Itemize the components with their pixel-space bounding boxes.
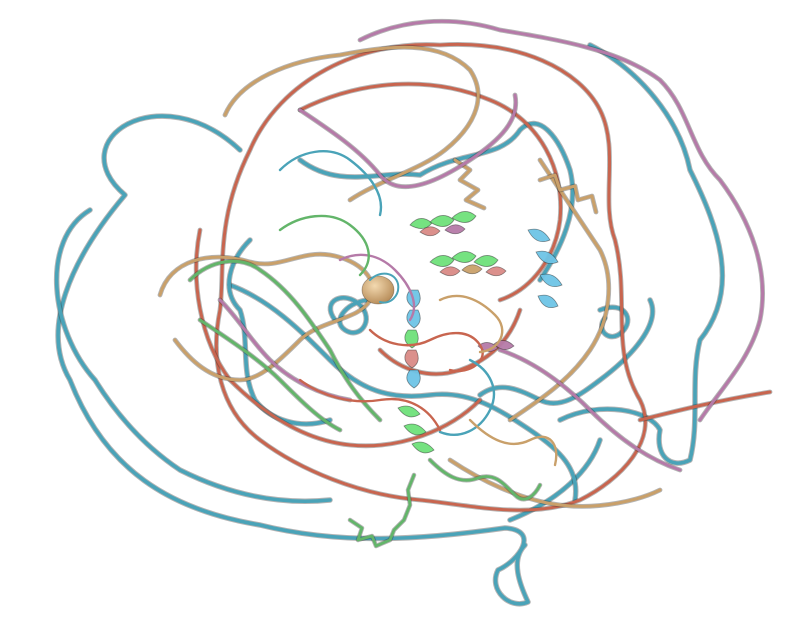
green-helix-2	[429, 251, 507, 277]
light-blue-helix-right	[527, 228, 563, 309]
green-helix-lower	[397, 405, 435, 454]
green-chain-backbone	[187, 258, 543, 549]
core-loop-tangle	[278, 150, 558, 467]
central-helix-bundle	[397, 211, 563, 454]
light-blue-helix-vertical	[404, 289, 421, 389]
tan-sphere-cluster	[361, 272, 400, 305]
green-helix-1	[409, 211, 477, 237]
teal-chain-backbone	[53, 42, 726, 607]
mauve-chain-backbone	[217, 18, 765, 473]
